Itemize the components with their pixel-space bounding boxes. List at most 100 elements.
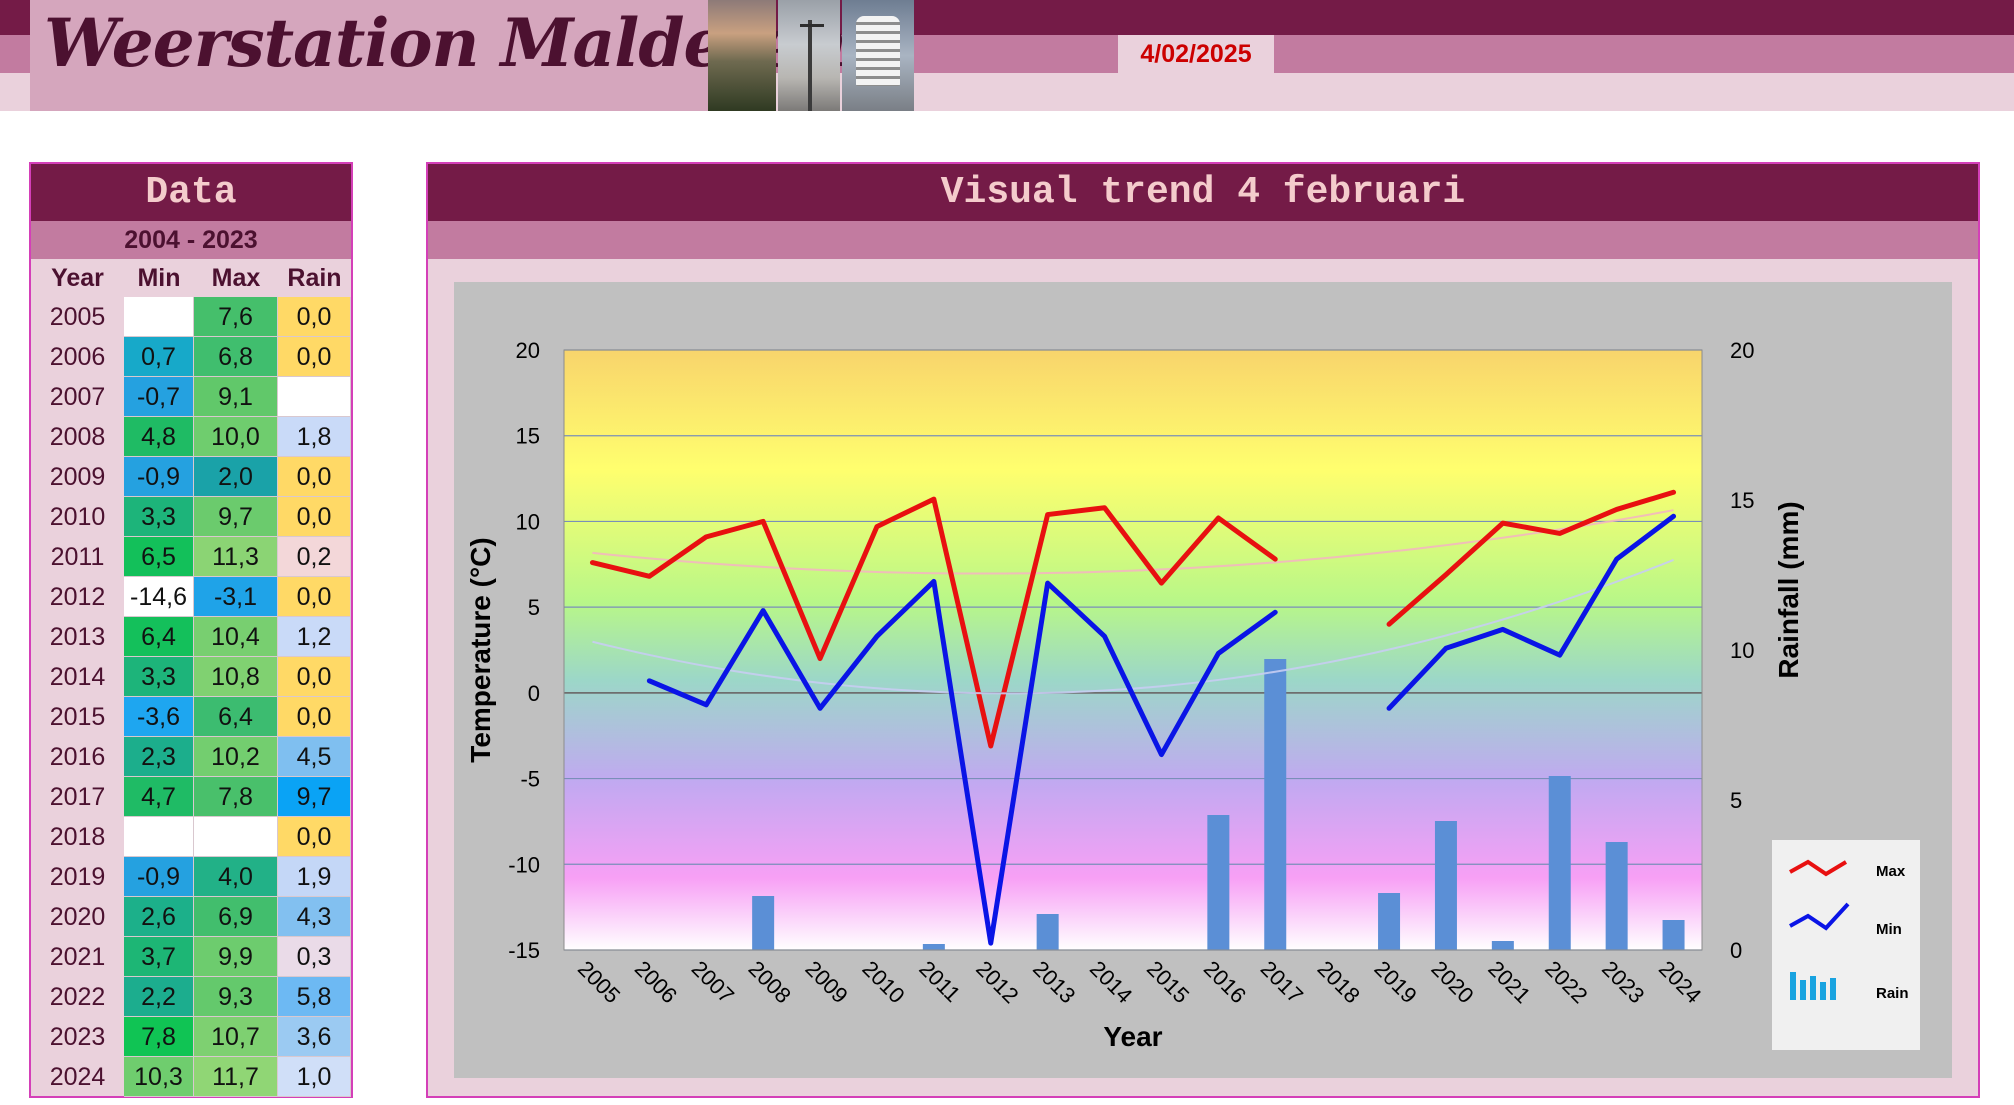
cell-rain: 0,0 (278, 697, 351, 737)
cell-rain: 0,0 (278, 297, 351, 337)
cell-rain: 0,3 (278, 937, 351, 977)
table-row: 2021 3,7 9,9 0,3 (31, 937, 351, 977)
rain-bar (922, 944, 945, 950)
table-row: 2022 2,2 9,3 5,8 (31, 977, 351, 1017)
cell-min: 6,5 (124, 537, 194, 577)
plot-area (564, 350, 1702, 950)
y-tick-label: 5 (528, 595, 540, 620)
cell-max: 9,9 (194, 937, 278, 977)
legend-label: Max (1876, 863, 1906, 880)
legend-label: Min (1876, 921, 1902, 938)
cell-min: -0,9 (124, 457, 194, 497)
table-row: 2012 -14,6 -3,1 0,0 (31, 577, 351, 617)
legend-max-icon (1789, 859, 1848, 877)
cell-year: 2011 (50, 543, 105, 571)
legend-rain-icon-bar (1830, 978, 1836, 1000)
cell-max: 11,7 (194, 1057, 278, 1097)
cell-year: 2008 (49, 423, 106, 451)
cell-rain: 1,8 (278, 417, 351, 457)
chart-panel-subband (428, 221, 1978, 259)
cell-year: 2012 (49, 583, 106, 611)
cell-rain: 4,3 (278, 897, 351, 937)
y-tick-label: 20 (516, 338, 540, 363)
y-tick-label: -10 (508, 852, 540, 877)
cell-min: -0,9 (124, 857, 194, 897)
cell-year: 2006 (49, 343, 106, 371)
rain-bar (1491, 941, 1514, 950)
cell-year: 2021 (49, 943, 106, 971)
data-range: 2004 - 2023 (31, 221, 351, 259)
y-tick-label: 10 (516, 509, 540, 534)
table-row: 2013 6,4 10,4 1,2 (31, 617, 351, 657)
anemometer-arm-icon (800, 24, 824, 27)
cell-rain: 0,0 (278, 457, 351, 497)
table-row: 2006 0,7 6,8 0,0 (31, 337, 351, 377)
rain-bar (1662, 920, 1685, 950)
cell-year: 2014 (49, 663, 106, 691)
station-photo-radiation-screen (842, 0, 914, 111)
cell-year: 2015 (49, 703, 106, 731)
cell-min: -14,6 (124, 577, 194, 617)
cell-min: 3,3 (124, 657, 194, 697)
cell-rain: 1,2 (278, 617, 351, 657)
column-header-min: Min (137, 264, 181, 292)
cell-max: 10,0 (194, 417, 278, 457)
rain-bar (1434, 821, 1457, 950)
table-row: 2017 4,7 7,8 9,7 (31, 777, 351, 817)
cell-rain: 1,9 (278, 857, 351, 897)
legend-rain-icon-bar (1820, 982, 1826, 1000)
cell-max: 6,4 (194, 697, 278, 737)
cell-year: 2016 (49, 743, 106, 771)
y-tick-label: -5 (520, 767, 540, 792)
cell-rain: 0,0 (278, 337, 351, 377)
cell-rain: 9,7 (278, 777, 351, 817)
cell-min: 3,3 (124, 497, 194, 537)
rain-bar (1605, 842, 1628, 950)
legend-label: Rain (1876, 985, 1909, 1002)
cell-year: 2023 (49, 1023, 106, 1051)
cell-rain: 0,0 (278, 577, 351, 617)
cell-max: -3,1 (194, 577, 278, 617)
cell-max: 10,4 (194, 617, 278, 657)
cell-min: 4,7 (124, 777, 194, 817)
cell-min: -3,6 (124, 697, 194, 737)
column-header-year: Year (51, 264, 104, 292)
y-tick-label: -15 (508, 938, 540, 963)
cell-rain: 1,0 (278, 1057, 351, 1097)
trendline-min (592, 558, 1674, 695)
series-line-max (589, 489, 1677, 749)
trendline-max (592, 509, 1674, 575)
cell-year: 2022 (49, 983, 106, 1011)
legend-rain-icon-bar (1810, 976, 1816, 1000)
cell-max: 2,0 (194, 457, 278, 497)
cell-min: 3,7 (124, 937, 194, 977)
cell-year: 2020 (49, 903, 106, 931)
cell-max: 6,9 (194, 897, 278, 937)
table-row: 2024 10,3 11,7 1,0 (31, 1057, 351, 1097)
rain-bar (1548, 776, 1571, 950)
rain-bar (1378, 893, 1401, 950)
table-row: 2005 7,6 0,0 (31, 297, 351, 337)
table-row: 2018 0,0 (31, 817, 351, 857)
cell-rain: 4,5 (278, 737, 351, 777)
table-row: 2015 -3,6 6,4 0,0 (31, 697, 351, 737)
cell-min (124, 817, 194, 857)
cell-min: 4,8 (124, 417, 194, 457)
table-row: 2023 7,8 10,7 3,6 (31, 1017, 351, 1057)
chart-panel: Visual trend 4 februari -15 -10 -5 0 5 10 15 20… (426, 162, 1980, 1098)
table-row: 2020 2,6 6,9 4,3 (31, 897, 351, 937)
cell-rain: 3,6 (278, 1017, 351, 1057)
table-row: 2011 6,5 11,3 0,2 (31, 537, 351, 577)
cell-year: 2013 (49, 623, 106, 651)
table-row: 2019 -0,9 4,0 1,9 (31, 857, 351, 897)
cell-year: 2009 (49, 463, 106, 491)
legend-min-icon (1789, 902, 1850, 931)
cell-max: 7,6 (194, 297, 278, 337)
cell-max: 9,1 (194, 377, 278, 417)
cell-year: 2018 (49, 823, 106, 851)
cell-min: 6,4 (124, 617, 194, 657)
cell-year: 2017 (49, 783, 106, 811)
cell-min: 7,8 (124, 1017, 194, 1057)
cell-year: 2007 (49, 383, 106, 411)
